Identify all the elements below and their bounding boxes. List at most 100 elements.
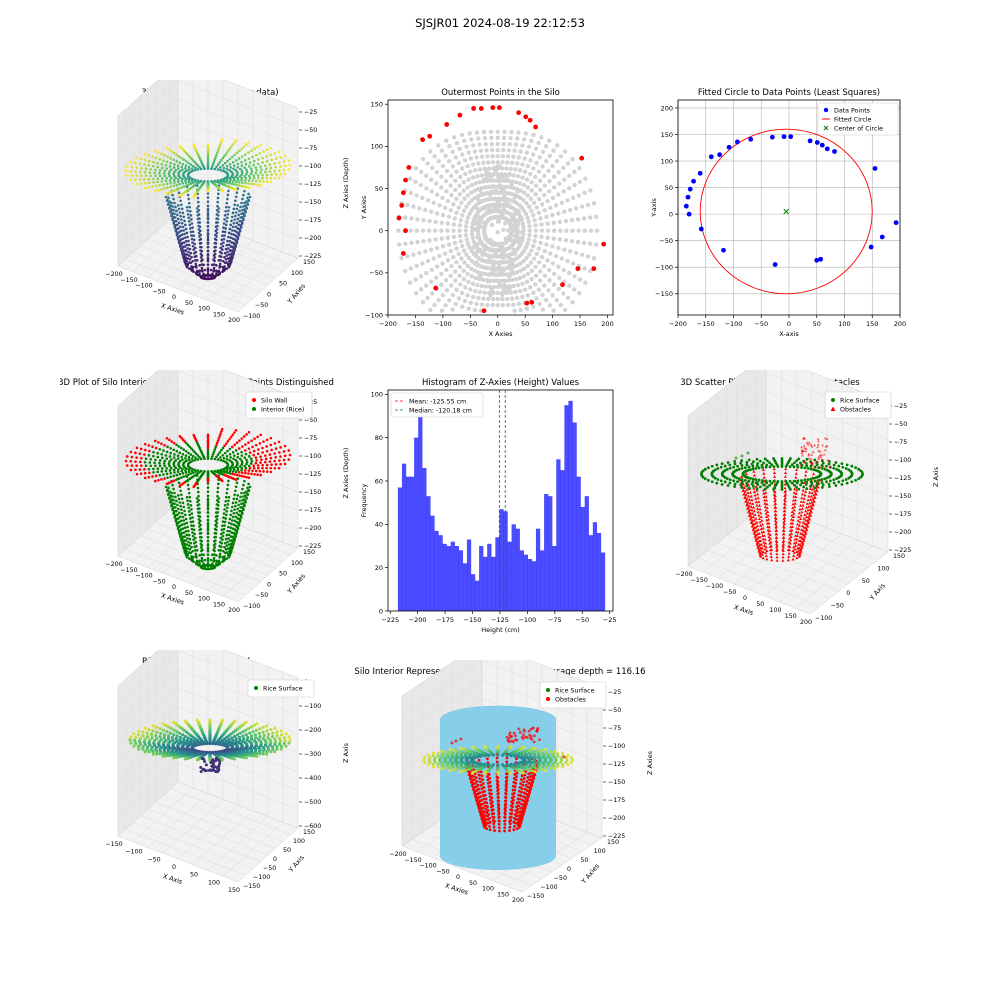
x-tick-label: −100: [125, 849, 142, 856]
obstacle-point: [800, 496, 804, 500]
data-point: [476, 197, 481, 203]
data-point: [258, 179, 262, 183]
obstacle-point: [764, 541, 768, 545]
data-point: [235, 183, 239, 187]
data-point: [445, 235, 451, 240]
obstacle-point: [752, 469, 756, 473]
data-point: [505, 160, 510, 165]
surface-point: [262, 733, 266, 738]
data-point: [162, 449, 165, 452]
data-point: [162, 462, 166, 465]
data-point: [170, 480, 174, 483]
data-point: [269, 443, 273, 447]
data-point: [529, 248, 534, 253]
data-point: [420, 195, 425, 201]
surface-point: [189, 734, 193, 738]
y-tick-label: −50: [255, 302, 268, 309]
data-point: [191, 534, 195, 538]
data-point: [450, 164, 456, 169]
data-point: [240, 176, 244, 180]
data-point: [139, 447, 143, 451]
obstacle-point: [810, 500, 814, 504]
data-point: [173, 219, 177, 223]
data-point: [134, 451, 137, 455]
obstacle-point: [759, 554, 763, 558]
data-point: [213, 158, 217, 161]
data-point: [168, 207, 171, 210]
rice-point: [799, 483, 802, 487]
data-point: [163, 477, 166, 480]
data-point: [224, 537, 228, 541]
data-point: [543, 144, 549, 149]
data-point: [414, 263, 419, 269]
data-point: [200, 556, 204, 560]
data-point: [206, 216, 210, 220]
obstacle-point: [796, 553, 800, 556]
data-point: [261, 176, 264, 180]
data-point: [198, 507, 201, 510]
data-point: [217, 549, 221, 552]
data-point: [279, 446, 282, 449]
data-point: [206, 159, 210, 163]
obstacle-point: [754, 533, 758, 537]
data-point: [513, 167, 518, 172]
data-point: [521, 228, 526, 233]
z-tick-label: −225: [304, 253, 321, 260]
data-point: [227, 499, 230, 503]
obstacle-point: [774, 528, 778, 532]
surface-point: [259, 740, 263, 744]
data-point: [186, 499, 189, 503]
obstacle-point: [744, 472, 748, 476]
data-point: [166, 155, 169, 159]
data-point: [191, 181, 195, 184]
data-point: [252, 159, 256, 163]
data-point: [474, 260, 479, 265]
rice-point: [820, 464, 824, 467]
data-point: [185, 205, 189, 209]
data-point: [506, 202, 512, 207]
data-point: [222, 512, 226, 515]
data-point: [262, 440, 265, 443]
data-point: [229, 223, 232, 227]
y-axis-label: Y Axies: [285, 572, 307, 596]
data-point: [490, 184, 495, 189]
data-point: [265, 180, 269, 183]
data-point: [221, 230, 225, 233]
rice-point: [796, 479, 800, 483]
data-point: [474, 155, 479, 160]
data-point: [234, 504, 237, 508]
data-point: [240, 505, 244, 509]
data-point: [233, 443, 236, 447]
data-point: [521, 232, 526, 237]
obstacle-point: [795, 526, 799, 530]
data-point: [278, 459, 281, 462]
obstacle-point: [775, 555, 779, 559]
data-point: [483, 185, 488, 190]
data-point: [164, 469, 168, 473]
obstacle-point: [754, 485, 758, 488]
rice-point: [827, 485, 831, 488]
obstacle-point: [760, 546, 764, 550]
z-tick-label: −175: [304, 507, 321, 514]
data-point: [454, 140, 460, 146]
data-point: [180, 203, 183, 207]
data-point: [175, 499, 178, 503]
grid-line: [726, 534, 850, 584]
rice-point: [728, 478, 732, 482]
data-point: [425, 295, 430, 301]
data-point: [452, 135, 457, 140]
data-point: [225, 469, 229, 473]
data-point: [514, 295, 520, 301]
surface-point: [192, 739, 196, 743]
data-point: [223, 545, 226, 549]
data-point: [174, 513, 178, 517]
data-point: [517, 275, 523, 281]
data-point: [288, 163, 292, 167]
data-point: [247, 489, 251, 493]
data-point: [206, 156, 210, 159]
data-point: [529, 208, 534, 213]
data-point: [237, 157, 241, 160]
x-tick-label: 0: [787, 320, 791, 328]
data-point: [547, 278, 552, 283]
data-point: [465, 215, 471, 220]
